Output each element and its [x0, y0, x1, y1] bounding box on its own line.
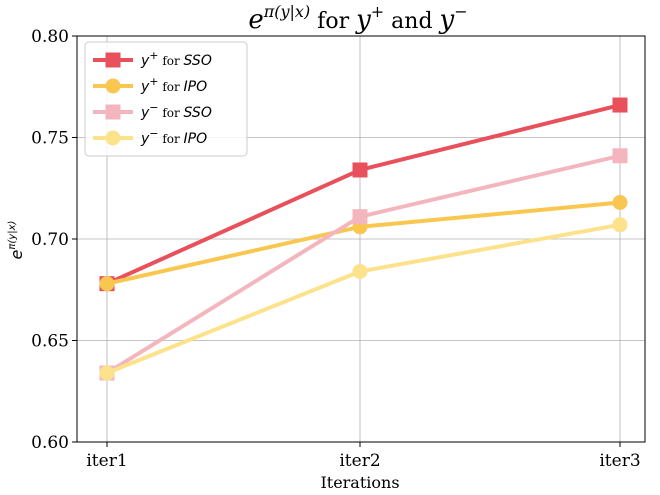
legend-item-y_minus_sso: y− for SSO — [93, 101, 212, 121]
data-point — [612, 194, 628, 210]
title-minus-sup: − — [454, 2, 467, 21]
title-plus-sup: + — [371, 2, 384, 21]
y-label-exponent: π(y|x) — [7, 221, 18, 250]
series-y_minus_ipo — [99, 217, 628, 381]
x-tick-label: iter1 — [86, 451, 127, 471]
y-tick-label: 0.80 — [31, 27, 69, 47]
legend-label: y+ for IPO — [140, 75, 207, 95]
legend-marker — [105, 78, 121, 94]
legend-marker — [105, 104, 121, 120]
data-point — [612, 148, 628, 164]
title-y-minus: y — [439, 5, 455, 35]
title-middle: for — [310, 9, 356, 34]
data-point — [352, 162, 368, 178]
title-y-plus: y — [355, 5, 371, 35]
y-axis-label: eπ(y|x) — [7, 221, 26, 260]
legend-marker — [105, 52, 121, 68]
data-point — [612, 217, 628, 233]
legend-box — [84, 41, 248, 157]
y-tick-label: 0.70 — [31, 230, 69, 250]
data-point — [352, 263, 368, 279]
legend-item-y_minus_ipo: y− for IPO — [93, 127, 207, 147]
y-tick-labels: 0.60 0.65 0.70 0.75 0.80 — [31, 27, 77, 453]
legend-label: y− for IPO — [140, 127, 207, 147]
x-tick-label: iter3 — [599, 451, 640, 471]
x-axis-label: Iterations — [320, 473, 399, 492]
y-tick-label: 0.75 — [31, 129, 69, 149]
chart-title: eπ(y|x) for y+ and y− — [248, 2, 467, 35]
title-base: e — [248, 5, 263, 35]
y-tick-label: 0.65 — [31, 332, 69, 352]
x-tick-label: iter2 — [339, 451, 380, 471]
y-label-base: e — [7, 249, 26, 259]
legend: y+ for SSO y+ for IPO y− for SSO y− for IPO — [84, 41, 248, 157]
legend-item-y_plus_ipo: y+ for IPO — [93, 75, 207, 95]
data-point — [99, 365, 115, 381]
legend-item-y_plus_sso: y+ for SSO — [93, 49, 212, 69]
x-tick-labels: iter1 iter2 iter3 — [86, 442, 641, 471]
data-point — [612, 97, 628, 113]
series-layer — [99, 97, 628, 381]
legend-marker — [105, 130, 121, 146]
title-exponent: π(y|x) — [263, 2, 310, 21]
title-and: and — [384, 9, 439, 34]
data-point — [352, 209, 368, 225]
legend-label: y− for SSO — [140, 101, 212, 121]
data-point — [99, 276, 115, 292]
y-tick-label: 0.60 — [31, 433, 69, 453]
legend-label: y+ for SSO — [140, 49, 212, 69]
